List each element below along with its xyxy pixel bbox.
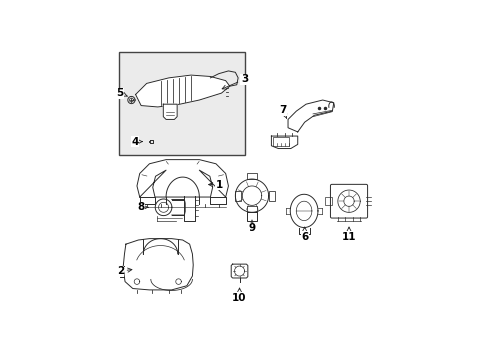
Text: 4: 4 bbox=[131, 136, 142, 147]
Text: 7: 7 bbox=[279, 105, 286, 118]
Text: 10: 10 bbox=[232, 288, 246, 303]
Polygon shape bbox=[135, 75, 229, 107]
Bar bbox=[246, 212, 257, 221]
Bar bbox=[268, 191, 274, 201]
Bar bbox=[119, 51, 244, 156]
Bar bbox=[246, 173, 257, 179]
Polygon shape bbox=[163, 104, 177, 120]
Text: 6: 6 bbox=[301, 227, 307, 242]
Polygon shape bbox=[231, 264, 247, 278]
Text: 3: 3 bbox=[222, 74, 247, 89]
Text: 1: 1 bbox=[208, 180, 223, 190]
Polygon shape bbox=[123, 239, 193, 290]
Text: 8: 8 bbox=[137, 202, 148, 212]
Text: 2: 2 bbox=[117, 266, 132, 276]
Bar bbox=[235, 191, 241, 201]
Bar bbox=[324, 197, 331, 205]
Polygon shape bbox=[287, 100, 333, 132]
Polygon shape bbox=[271, 136, 297, 149]
Bar bbox=[272, 138, 289, 146]
Polygon shape bbox=[137, 159, 228, 197]
Text: 11: 11 bbox=[341, 227, 356, 242]
Text: 9: 9 bbox=[248, 220, 255, 233]
Bar bbox=[246, 206, 257, 212]
Text: 5: 5 bbox=[117, 88, 127, 98]
